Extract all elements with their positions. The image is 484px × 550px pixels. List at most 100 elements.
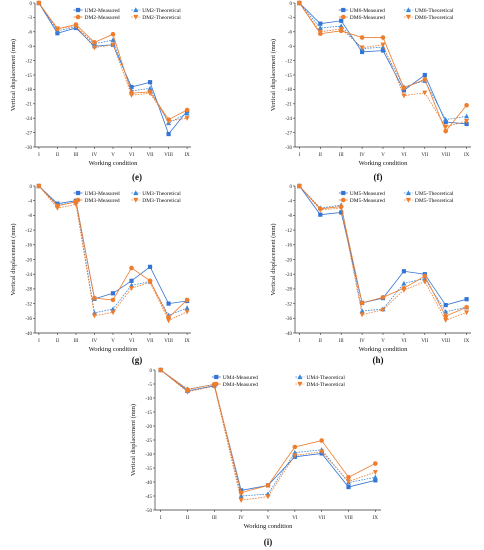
x-tick-label: I xyxy=(38,339,40,344)
y-tick-label: -25 xyxy=(145,439,152,444)
data-point-dm-measured xyxy=(238,490,244,495)
legend-swatch-marker xyxy=(405,197,411,203)
legend-swatch-marker xyxy=(297,374,303,380)
legend-entry: UM6-Measured xyxy=(350,8,385,14)
legend-entry: DM4-Theoretical xyxy=(306,382,345,388)
y-tick-label: -5 xyxy=(148,383,153,388)
data-point-um-theoretical xyxy=(443,116,449,122)
legend-entry: UM6-Theoretical xyxy=(415,8,454,14)
legend-entry: UM4-Theoretical xyxy=(306,375,345,381)
data-point-um-measured xyxy=(401,88,406,93)
data-point-dm-theoretical xyxy=(91,313,97,319)
data-point-um-measured xyxy=(380,48,386,53)
y-tick-label: -40 xyxy=(145,481,152,486)
panel-label: (i) xyxy=(264,537,273,547)
y-tick-label: -36 xyxy=(25,317,32,322)
legend-entry: DM2-Measured xyxy=(85,15,120,21)
legend-swatch-marker xyxy=(405,190,411,196)
data-point-um-measured xyxy=(401,269,406,274)
y-tick-label: -8 xyxy=(288,214,293,219)
legend-swatch-marker xyxy=(75,7,81,13)
data-point-dm-theoretical xyxy=(184,389,190,395)
y-tick-label: 0 xyxy=(30,2,33,7)
data-point-um-measured xyxy=(110,291,116,296)
data-point-um-measured xyxy=(346,484,351,490)
y-tick-label: -9 xyxy=(28,45,33,50)
data-point-um-measured xyxy=(166,301,171,306)
legend: UM2-Measured UM2-Theoretical DM2-Measured D… xyxy=(73,7,181,21)
data-point-dm-measured xyxy=(373,461,378,466)
data-point-dm-measured xyxy=(380,295,386,300)
legend-swatch-marker xyxy=(297,381,303,387)
legend-swatch-marker xyxy=(341,190,346,196)
x-tick-label: VIII xyxy=(441,153,450,158)
y-tick-label: -28 xyxy=(285,288,292,293)
y-tick-label: -32 xyxy=(285,302,292,307)
x-tick-label: V xyxy=(111,153,115,158)
legend-entry: DM3-Measured xyxy=(85,198,120,204)
series-line-dm-theoretical xyxy=(299,2,467,128)
y-tick-label: -24 xyxy=(285,273,292,278)
data-point-dm-measured xyxy=(265,483,271,488)
legend-swatch-marker xyxy=(340,197,346,203)
y-tick-label: -15 xyxy=(25,74,32,79)
data-point-dm-measured xyxy=(401,85,407,91)
x-tick-label: VIII xyxy=(164,339,173,344)
legend-entry: DM3-Theoretical xyxy=(142,198,181,204)
legend-entry: UM5-Theoretical xyxy=(415,191,454,197)
data-point-dm-measured xyxy=(92,40,97,45)
legend-swatch-marker xyxy=(133,197,139,203)
data-point-dm-theoretical xyxy=(158,367,164,373)
y-axis-label: Vertical displacement (mm) xyxy=(10,223,17,295)
y-tick-label: -8 xyxy=(28,214,33,219)
x-tick-label: I xyxy=(160,516,162,521)
y-tick-label: -3 xyxy=(288,16,293,21)
data-point-dm-theoretical xyxy=(401,287,407,293)
x-tick-label: III xyxy=(339,153,344,158)
y-tick-label: -3 xyxy=(28,16,33,21)
data-point-um-theoretical xyxy=(464,113,470,119)
data-point-dm-measured xyxy=(359,35,365,40)
y-tick-label: -27 xyxy=(25,131,32,136)
data-point-dm-theoretical xyxy=(296,0,302,6)
data-point-um-measured xyxy=(318,21,323,26)
panel-label: (g) xyxy=(132,355,143,365)
x-tick-label: V xyxy=(266,516,270,521)
legend-entry: DM2-Theoretical xyxy=(142,15,181,21)
data-point-um-measured xyxy=(443,119,448,125)
y-tick-label: -12 xyxy=(285,59,292,64)
x-tick-label: VI xyxy=(129,339,135,344)
x-axis-label: Working condition xyxy=(89,160,139,167)
data-point-dm-theoretical xyxy=(166,318,172,324)
y-tick-label: -20 xyxy=(145,425,152,430)
data-point-dm-theoretical xyxy=(338,205,344,211)
y-tick-label: -10 xyxy=(145,397,152,402)
data-point-um-measured xyxy=(360,49,365,55)
legend-swatch-marker xyxy=(133,14,139,20)
series-line-um-theoretical xyxy=(299,2,467,121)
y-tick-label: -18 xyxy=(285,88,292,93)
series-line-um-measured xyxy=(160,369,376,491)
x-axis-label: Working condition xyxy=(89,346,139,353)
y-tick-label: -32 xyxy=(25,302,32,307)
legend-swatch-marker xyxy=(75,197,81,203)
legend-entry: UM5-Measured xyxy=(350,191,385,197)
y-tick-label: -18 xyxy=(25,88,32,93)
y-tick-label: -12 xyxy=(25,59,32,64)
x-tick-label: VIII xyxy=(164,153,173,158)
data-point-dm-theoretical xyxy=(54,205,60,211)
y-tick-label: -15 xyxy=(145,411,152,416)
x-tick-label: IX xyxy=(464,339,470,344)
data-point-dm-measured xyxy=(464,304,469,310)
data-point-dm-theoretical xyxy=(317,207,323,213)
x-tick-label: III xyxy=(73,339,78,344)
x-tick-label: VI xyxy=(129,153,135,158)
x-tick-label: IX xyxy=(464,153,470,158)
legend-entry: DM6-Theoretical xyxy=(415,15,454,21)
legend-entry: DM5-Measured xyxy=(350,198,385,204)
legend: UM5-Measured UM5-Theoretical DM5-Measured D… xyxy=(338,190,454,204)
data-point-dm-theoretical xyxy=(184,116,190,121)
data-point-dm-theoretical xyxy=(464,118,470,124)
data-point-dm-theoretical xyxy=(73,202,79,208)
chart-panel-0: 0-3-6-9-12-15-18-21-24-27-30I II III IV V VI V… xyxy=(10,0,191,167)
